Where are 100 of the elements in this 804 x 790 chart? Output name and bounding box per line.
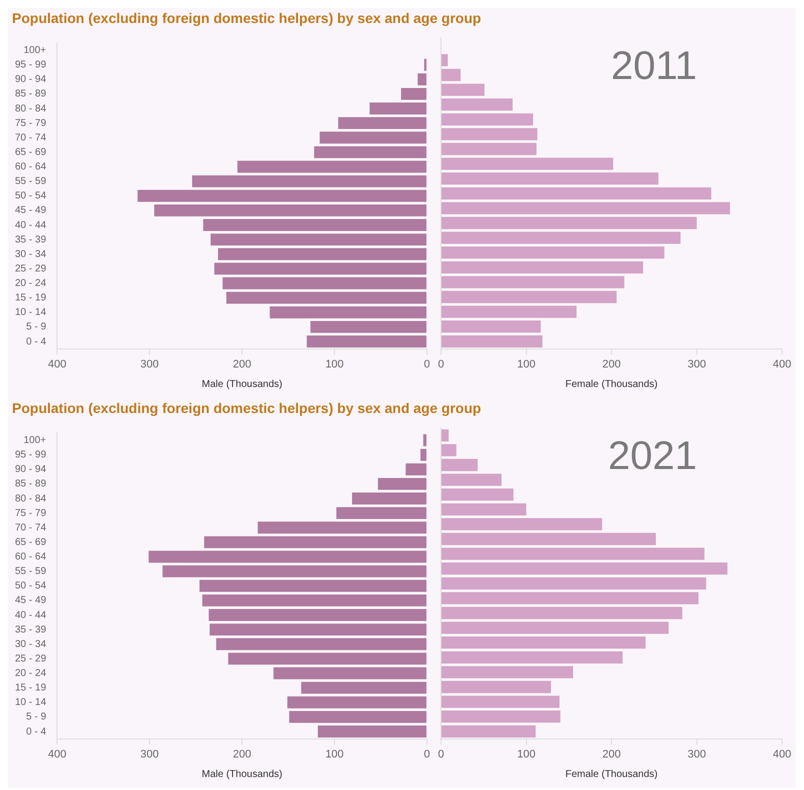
y-tick-label: 85 - 89 — [14, 478, 47, 490]
y-tick-label: 10 - 14 — [14, 307, 47, 318]
bar — [258, 522, 426, 534]
bar — [442, 518, 602, 530]
y-tick-label: 15 - 19 — [14, 682, 47, 694]
bar — [216, 638, 426, 650]
y-tick-label: 40 - 44 — [14, 610, 47, 621]
bar — [442, 142, 536, 156]
x-tick-label: 400 — [48, 358, 66, 370]
y-tick-label: 65 - 69 — [14, 536, 47, 548]
y-tick-label: 0 - 4 — [26, 336, 47, 348]
bar — [148, 550, 426, 563]
bar — [320, 132, 426, 144]
y-tick-label: 35 - 39 — [14, 234, 47, 246]
bar — [442, 592, 698, 604]
bar — [442, 202, 730, 214]
bar — [442, 98, 513, 111]
y-tick-label: 85 - 89 — [14, 88, 47, 100]
bar — [228, 652, 426, 665]
bar — [442, 335, 542, 348]
bar — [423, 434, 426, 446]
y-tick-label: 20 - 24 — [14, 278, 47, 290]
bar — [318, 726, 426, 738]
x-tick-label: 100 — [325, 358, 344, 370]
bar — [154, 204, 426, 216]
y-tick-label: 65 - 69 — [14, 146, 47, 158]
y-tick-label: 40 - 44 — [14, 220, 47, 231]
x-tick-label: 100 — [517, 358, 536, 370]
y-tick-label: 100+ — [24, 435, 46, 446]
x-tick-label: 200 — [602, 748, 621, 760]
y-tick-label: 5 - 9 — [26, 712, 47, 723]
y-tick-label: 15 - 19 — [14, 292, 47, 304]
y-tick-label: 90 - 94 — [14, 464, 47, 476]
bar — [442, 246, 664, 259]
bar — [442, 276, 624, 288]
y-tick-label: 20 - 24 — [14, 668, 47, 680]
bar — [442, 187, 712, 200]
bar — [218, 248, 426, 260]
bar — [138, 190, 426, 202]
bar — [442, 320, 541, 333]
x-tick-label: 200 — [232, 748, 252, 760]
x-tick-label: 200 — [232, 358, 252, 370]
bar — [442, 680, 551, 694]
y-tick-label: 0 - 4 — [26, 726, 47, 738]
x-axis-title: Male (Thousands) — [202, 768, 282, 780]
bar — [418, 73, 426, 86]
bar — [306, 336, 426, 348]
y-tick-label: 25 - 29 — [14, 263, 47, 274]
y-tick-label: 10 - 14 — [14, 697, 47, 708]
annotation: 2011 — [610, 44, 697, 88]
bar — [352, 492, 426, 504]
y-tick-label: 50 - 54 — [14, 580, 47, 592]
bar — [442, 113, 534, 126]
bar — [442, 216, 697, 230]
y-tick-label: 50 - 54 — [14, 190, 47, 202]
bar — [420, 448, 426, 461]
bar — [442, 532, 656, 546]
y-tick-label: 35 - 39 — [14, 624, 47, 636]
bar — [287, 696, 426, 708]
bar — [301, 682, 426, 694]
y-tick-label: 55 - 59 — [14, 176, 47, 188]
x-tick-label: 0 — [424, 358, 430, 370]
x-tick-label: 300 — [688, 748, 706, 760]
bar — [442, 128, 538, 140]
bar — [406, 463, 426, 476]
bar — [442, 261, 644, 274]
bar — [442, 488, 514, 501]
bar — [442, 54, 448, 66]
x-tick-label: 0 — [438, 748, 444, 760]
bar — [442, 290, 617, 304]
y-tick-label: 95 - 99 — [14, 450, 47, 461]
bar — [289, 710, 426, 723]
bar — [442, 577, 706, 590]
x-tick-label: 400 — [772, 358, 792, 370]
bar — [202, 594, 426, 606]
x-tick-label: 300 — [140, 748, 159, 760]
bar — [192, 175, 426, 188]
bar — [442, 444, 456, 456]
y-tick-label: 70 - 74 — [14, 132, 47, 144]
bar — [336, 507, 426, 520]
x-tick-label: 400 — [48, 748, 66, 760]
bar — [162, 565, 426, 578]
bar — [442, 458, 478, 472]
bar — [222, 277, 426, 290]
x-tick-label: 100 — [325, 748, 344, 760]
y-tick-label: 30 - 34 — [14, 248, 47, 260]
x-axis-title: Female (Thousands) — [565, 378, 658, 390]
bar — [370, 102, 426, 114]
x-tick-label: 300 — [140, 358, 159, 370]
y-tick-label: 100+ — [24, 45, 46, 56]
y-tick-label: 80 - 84 — [14, 103, 47, 114]
bar — [442, 68, 461, 82]
bar — [442, 474, 502, 486]
bar — [208, 609, 426, 621]
y-tick-label: 95 - 99 — [14, 60, 47, 71]
x-tick-label: 0 — [424, 748, 430, 760]
bar — [203, 219, 426, 231]
bar — [442, 158, 614, 170]
x-tick-label: 400 — [772, 748, 792, 760]
bar — [442, 548, 704, 560]
